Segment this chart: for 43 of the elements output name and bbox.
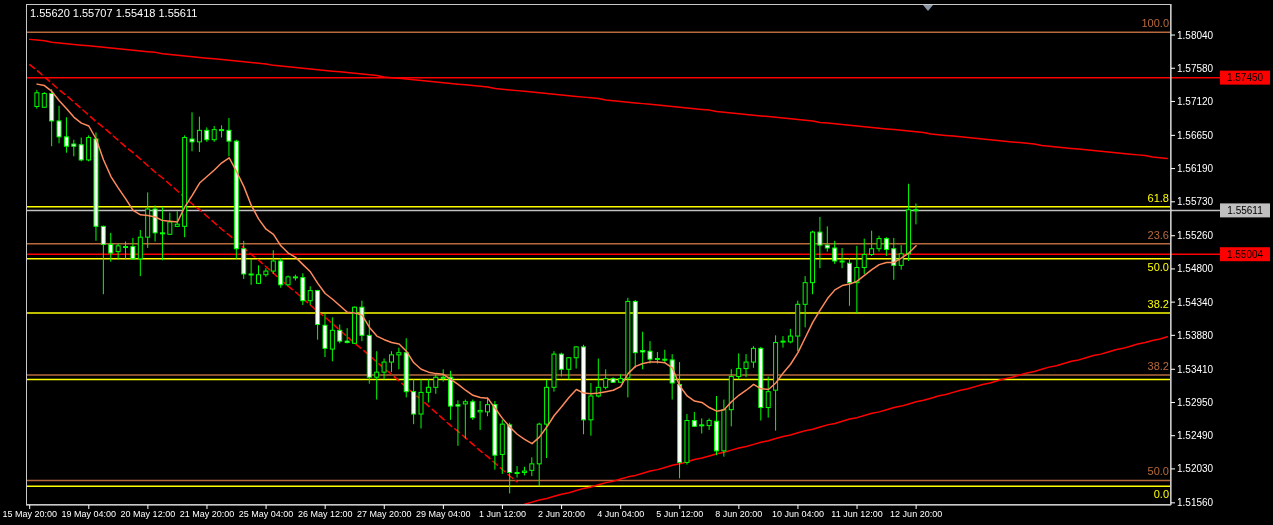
x-tick-label: 12 Jun 20:00: [890, 509, 943, 520]
annotation: 100.0: [1141, 17, 1169, 30]
y-tick-label: 1.52950: [1177, 397, 1214, 409]
annotation: 50.0: [1147, 465, 1169, 478]
x-tick-label: 27 May 20:00: [357, 509, 412, 520]
y-tick-label: 1.53880: [1177, 329, 1214, 341]
x-tick-label: 25 May 04:00: [238, 509, 294, 520]
x-tick-label: 20 May 12:00: [120, 509, 176, 520]
y-tick-label: 1.57120: [1177, 96, 1214, 108]
ref-line-label: 1.55611: [1227, 204, 1264, 216]
y-tick-label: 1.51560: [1177, 497, 1214, 509]
y-tick-label: 1.56650: [1177, 129, 1214, 141]
y-tick-label: 1.58040: [1177, 29, 1214, 41]
x-tick-label: 11 Jun 12:00: [831, 509, 883, 520]
y-tick-label: 1.55730: [1177, 196, 1214, 208]
x-tick-label: 15 May 20:00: [2, 509, 57, 520]
annotation: 38.2: [1147, 297, 1169, 310]
x-tick-label: 26 May 12:00: [297, 509, 353, 520]
annotation: 61.8: [1147, 191, 1169, 204]
annotation: 23.6: [1147, 228, 1169, 241]
y-tick-label: 1.55260: [1177, 230, 1214, 242]
annotation: 50.0: [1147, 260, 1169, 273]
y-tick-label: 1.53410: [1177, 363, 1214, 375]
x-tick-label: 8 Jun 20:00: [715, 509, 763, 520]
y-tick-label: 1.54340: [1177, 296, 1214, 308]
x-tick-label: 29 May 04:00: [416, 509, 471, 520]
x-tick-label: 21 May 20:00: [179, 509, 235, 520]
ref-line-label: 1.57450: [1226, 72, 1264, 84]
y-tick-label: 1.56190: [1177, 163, 1214, 175]
annotation: 0.0: [1153, 488, 1169, 501]
x-tick-label: 10 Jun 04:00: [771, 509, 824, 520]
y-tick-label: 1.52030: [1177, 463, 1214, 475]
x-tick-label: 4 Jun 04:00: [597, 509, 645, 520]
ref-line-label: 1.55004: [1226, 248, 1264, 260]
x-tick-label: 19 May 04:00: [61, 509, 117, 520]
y-tick-label: 1.54800: [1177, 263, 1214, 275]
x-tick-label: 2 Jun 20:00: [538, 509, 586, 520]
x-tick-label: 5 Jun 12:00: [656, 509, 704, 520]
y-tick-label: 1.52490: [1177, 430, 1214, 442]
x-tick-label: 1 Jun 12:00: [478, 509, 526, 520]
annotation: 38.2: [1147, 360, 1169, 373]
annotation: 1.55620 1.55707 1.55418 1.55611: [30, 7, 198, 19]
y-tick-label: 1.57580: [1177, 62, 1214, 74]
